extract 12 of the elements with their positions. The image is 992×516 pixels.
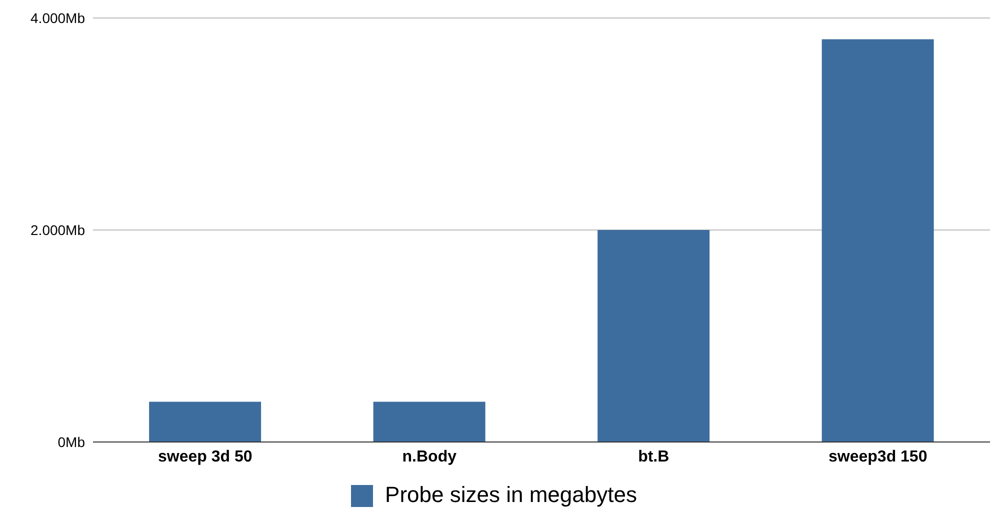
bar [373, 402, 486, 442]
x-tick-label: sweep3d 150 [828, 448, 928, 466]
bar [149, 402, 262, 442]
bar [598, 230, 710, 442]
x-tick-label: sweep 3d 50 [158, 448, 252, 466]
bar [822, 39, 934, 442]
y-tick-label: 4.000Mb [30, 10, 86, 26]
x-tick-label: bt.B [638, 448, 670, 466]
x-tick-label: n.Body [402, 448, 457, 466]
y-tick-label: 2.000Mb [30, 222, 86, 238]
legend-label: Probe sizes in megabytes [385, 482, 637, 507]
y-tick-label: 0Mb [58, 434, 86, 450]
